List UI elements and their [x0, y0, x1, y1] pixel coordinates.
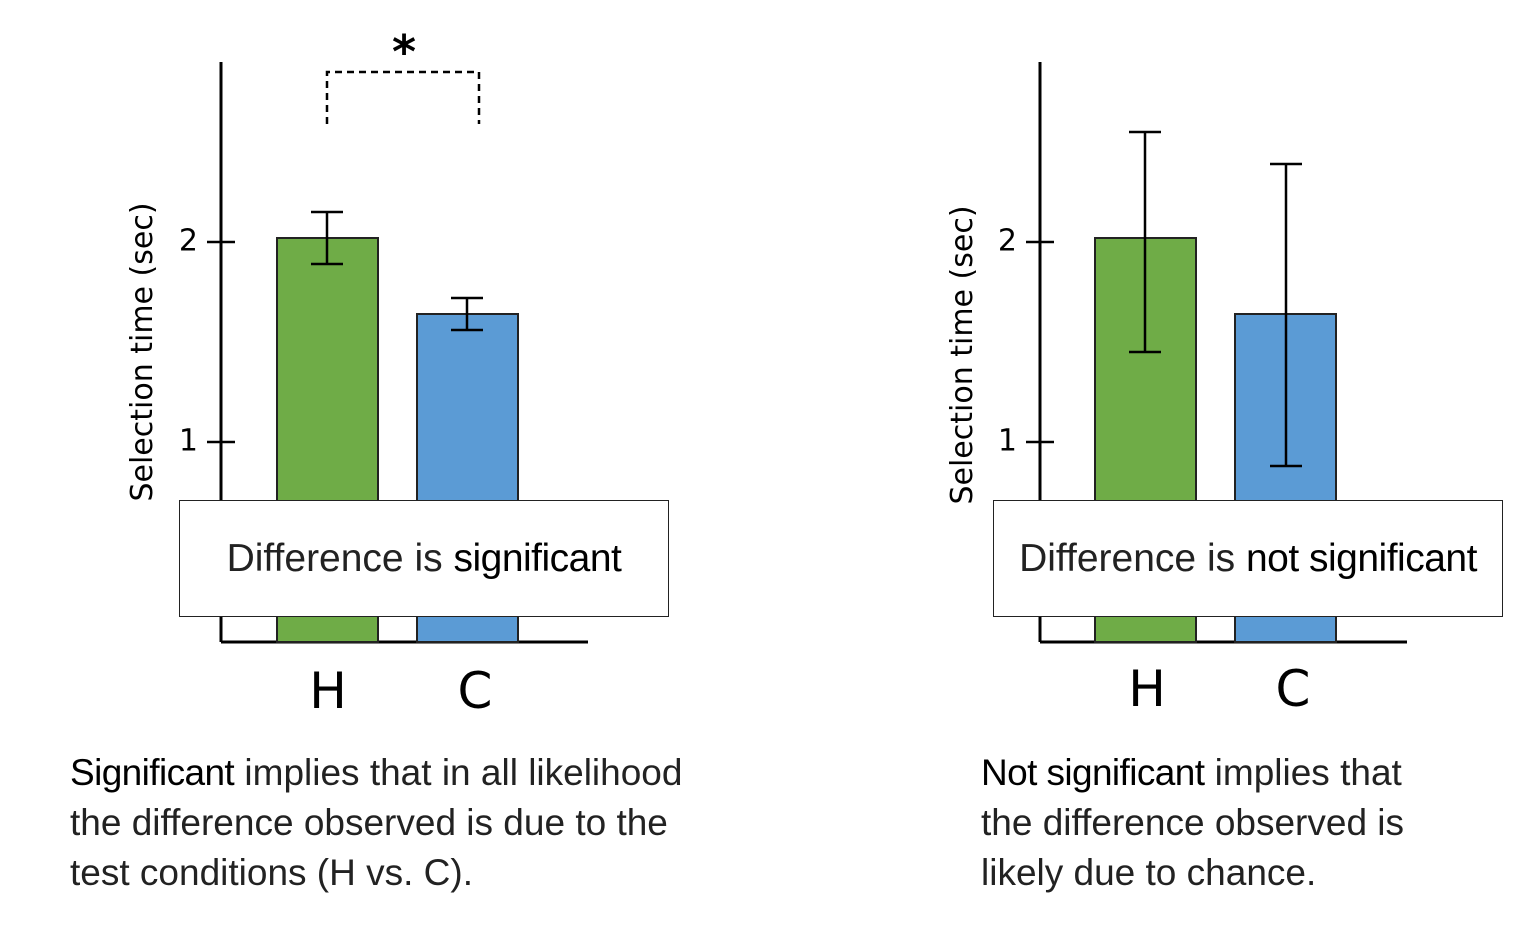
y-tick-label-2: 2 [179, 224, 198, 259]
caption-line-2: the difference observed is due to the [70, 802, 668, 843]
caption-line-1: Significant implies that in all likeliho… [70, 748, 770, 798]
caption-left: Significant implies that in all likeliho… [70, 748, 770, 898]
caption-text: implies that in all likelihood [234, 752, 683, 793]
overlay-prefix: Difference is [1019, 536, 1246, 580]
x-tick-label-c: C [1276, 660, 1311, 718]
overlay-emphasis: significant [453, 536, 622, 580]
error-bar-h [1129, 130, 1161, 354]
caption-right: Not significant implies that the differe… [981, 748, 1501, 898]
y-tick-label-1: 1 [998, 424, 1017, 459]
caption-line-3: likely due to chance. [981, 852, 1317, 893]
overlay-emphasis: not significant [1245, 536, 1477, 580]
x-tick-label-h: H [309, 662, 347, 720]
y-axis-label: Selection time (sec) [125, 202, 160, 501]
caption-line-1: Not significant implies that [981, 748, 1501, 798]
x-tick-label-h: H [1128, 660, 1166, 718]
y-tick-label-2: 2 [998, 224, 1017, 259]
caption-line-2: the difference observed is [981, 802, 1405, 843]
y-tick-label-1: 1 [179, 424, 198, 459]
error-bar-c [451, 296, 483, 332]
x-tick-label-c: C [458, 662, 493, 720]
left-chart: 2 1 Selection time (sec) H C * [125, 25, 588, 720]
caption-text: implies that [1204, 752, 1402, 793]
y-axis-label: Selection time (sec) [945, 205, 980, 504]
caption-lead: Significant [70, 752, 235, 793]
caption-lead: Not significant [981, 752, 1205, 793]
right-chart: 2 1 Selection time (sec) H C [945, 62, 1407, 718]
significance-overlay-left: Difference is significant [179, 500, 669, 617]
error-bar-h [311, 210, 343, 266]
overlay-prefix: Difference is [226, 536, 454, 580]
caption-line-3: test conditions (H vs. C). [70, 852, 474, 893]
error-bar-c [1270, 162, 1302, 468]
significance-star: * [392, 25, 416, 79]
significance-bracket [325, 70, 481, 124]
significance-overlay-right: Difference is not significant [993, 500, 1503, 617]
